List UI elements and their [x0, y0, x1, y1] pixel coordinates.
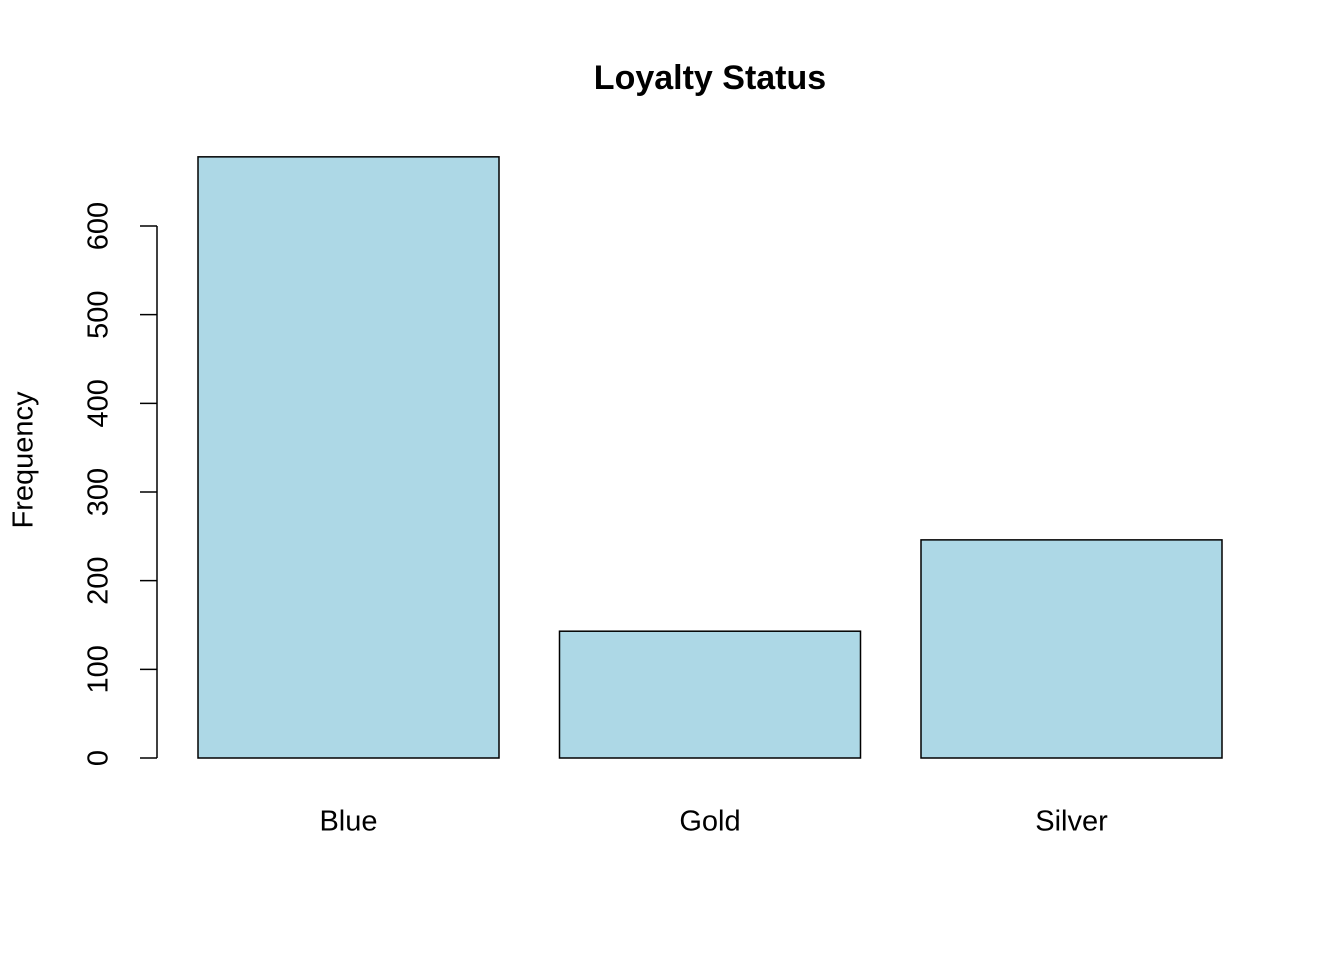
- chart-title: Loyalty Status: [594, 59, 826, 97]
- x-tick-label: Gold: [679, 806, 740, 838]
- y-tick-label: 100: [83, 645, 115, 693]
- y-tick-label: 400: [83, 379, 115, 427]
- x-tick-label: Silver: [1035, 806, 1108, 838]
- y-tick-label: 600: [83, 202, 115, 250]
- bar: [197, 156, 500, 759]
- x-tick-label: Blue: [319, 806, 377, 838]
- y-axis-label: Frequency: [8, 391, 40, 529]
- y-tick-label: 500: [83, 290, 115, 338]
- bar: [920, 539, 1223, 759]
- y-tick-label: 200: [83, 556, 115, 604]
- y-tick-label: 0: [83, 750, 115, 766]
- bar: [558, 630, 862, 759]
- y-tick-label: 300: [83, 468, 115, 516]
